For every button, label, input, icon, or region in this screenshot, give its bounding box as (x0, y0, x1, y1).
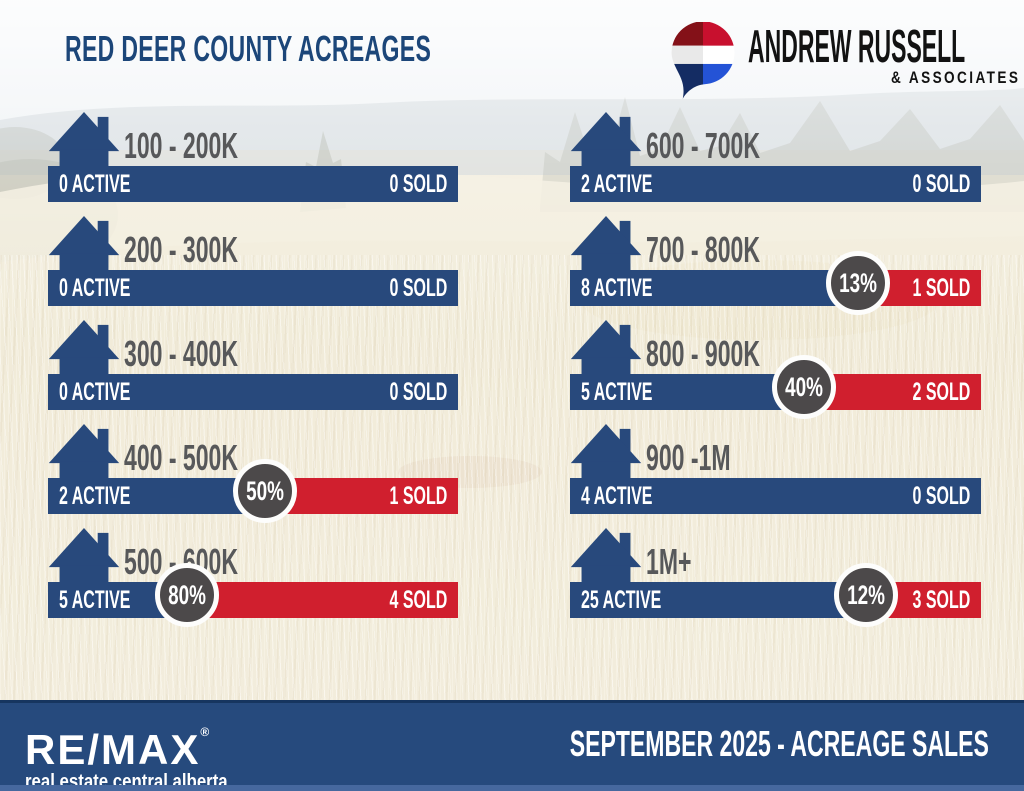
right-column: 600 - 700K 2 ACTIVE 0 SOLD 700 - 800K 8 … (570, 110, 981, 640)
sold-segment (187, 582, 458, 618)
active-sold-bar: 2 ACTIVE 0 SOLD (570, 166, 981, 202)
brand-subtitle: & ASSOCIATES (891, 68, 1021, 87)
page-title: RED DEER COUNTY ACREAGES (65, 28, 432, 69)
sold-label: 2 SOLD (912, 378, 970, 406)
active-sold-bar: 0 ACTIVE 0 SOLD (48, 166, 458, 202)
percent-text: 13% (838, 267, 877, 298)
active-label: 5 ACTIVE (59, 586, 131, 614)
price-range-label: 900 -1M (646, 437, 731, 478)
active-sold-bar: 0 ACTIVE 0 SOLD (48, 374, 458, 410)
price-range-row: 700 - 800K 8 ACTIVE 1 SOLD 13% (570, 214, 981, 318)
percent-sold-badge: 40% (772, 355, 837, 419)
brand-name: ANDREW RUSSELL (748, 20, 966, 72)
price-range-row: 400 - 500K 2 ACTIVE 1 SOLD 50% (48, 422, 458, 526)
percent-text: 50% (246, 475, 285, 506)
price-range-label: 400 - 500K (124, 437, 238, 478)
active-sold-bar: 4 ACTIVE 0 SOLD (570, 478, 981, 514)
sold-label: 0 SOLD (389, 170, 447, 198)
active-label: 4 ACTIVE (581, 482, 653, 510)
remax-office-name: real estate central alberta (25, 771, 228, 791)
percent-sold-badge: 13% (825, 251, 890, 315)
registered-mark-icon: ® (200, 725, 210, 739)
active-label: 8 ACTIVE (581, 274, 653, 302)
sold-label: 1 SOLD (912, 274, 970, 302)
active-sold-bar: 8 ACTIVE 1 SOLD 13% (570, 251, 981, 315)
price-range-label: 800 - 900K (646, 333, 760, 374)
left-column: 100 - 200K 0 ACTIVE 0 SOLD 200 - 300K 0 … (48, 110, 458, 640)
active-label: 5 ACTIVE (581, 378, 653, 406)
percent-text: 40% (785, 371, 824, 402)
price-range-row: 500 - 600K 5 ACTIVE 4 SOLD 80% (48, 526, 458, 630)
sold-label: 3 SOLD (912, 586, 970, 614)
price-range-label: 200 - 300K (124, 229, 238, 270)
active-label: 0 ACTIVE (59, 170, 131, 198)
price-range-label: 300 - 400K (124, 333, 238, 374)
price-range-label: 700 - 800K (646, 229, 760, 270)
active-sold-bar: 5 ACTIVE 2 SOLD 40% (570, 355, 981, 419)
active-sold-bar: 2 ACTIVE 1 SOLD 50% (48, 459, 458, 523)
remax-wordmark: RE/MAX® (25, 725, 210, 773)
sold-label: 0 SOLD (389, 378, 447, 406)
percent-sold-badge: 80% (155, 563, 220, 627)
active-sold-bar: 5 ACTIVE 4 SOLD 80% (48, 563, 458, 627)
active-sold-bar: 0 ACTIVE 0 SOLD (48, 270, 458, 306)
price-range-row: 900 -1M 4 ACTIVE 0 SOLD (570, 422, 981, 526)
remax-balloon-icon (671, 22, 735, 99)
price-range-label: 1M+ (646, 541, 692, 582)
percent-sold-badge: 12% (833, 563, 898, 627)
percent-sold-badge: 50% (233, 459, 298, 523)
remax-logo: RE/MAX® real estate central alberta (25, 711, 266, 791)
price-range-row: 600 - 700K 2 ACTIVE 0 SOLD (570, 110, 981, 214)
percent-text: 80% (168, 579, 207, 610)
sold-label: 0 SOLD (912, 170, 970, 198)
sold-label: 0 SOLD (912, 482, 970, 510)
sold-label: 0 SOLD (389, 274, 447, 302)
report-caption: SEPTEMBER 2025 - ACREAGE SALES (569, 723, 989, 764)
active-label: 0 ACTIVE (59, 378, 131, 406)
footer-bar: RE/MAX® real estate central alberta SEPT… (0, 700, 1024, 791)
sold-label: 1 SOLD (389, 482, 447, 510)
price-range-label: 100 - 200K (124, 125, 238, 166)
price-range-row: 200 - 300K 0 ACTIVE 0 SOLD (48, 214, 458, 318)
active-label: 2 ACTIVE (581, 170, 653, 198)
price-range-row: 300 - 400K 0 ACTIVE 0 SOLD (48, 318, 458, 422)
sold-segment (265, 478, 458, 514)
active-label: 0 ACTIVE (59, 274, 131, 302)
price-range-row: 1M+ 25 ACTIVE 3 SOLD 12% (570, 526, 981, 630)
price-range-label: 600 - 700K (646, 125, 760, 166)
brand-logo: ANDREW RUSSELL & ASSOCIATES (668, 22, 1024, 101)
active-label: 25 ACTIVE (581, 586, 662, 614)
active-label: 2 ACTIVE (59, 482, 131, 510)
price-range-row: 800 - 900K 5 ACTIVE 2 SOLD 40% (570, 318, 981, 422)
percent-text: 12% (846, 579, 885, 610)
active-sold-bar: 25 ACTIVE 3 SOLD 12% (570, 563, 981, 627)
price-range-row: 100 - 200K 0 ACTIVE 0 SOLD (48, 110, 458, 214)
sold-label: 4 SOLD (389, 586, 447, 614)
